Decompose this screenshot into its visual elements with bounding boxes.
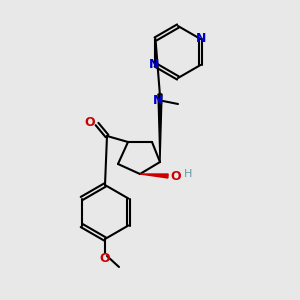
Text: H: H: [184, 169, 192, 179]
Text: O: O: [100, 253, 110, 266]
Text: O: O: [85, 116, 95, 128]
Polygon shape: [140, 174, 168, 178]
Polygon shape: [158, 94, 162, 162]
Text: O: O: [171, 169, 181, 182]
Text: N: N: [196, 32, 207, 46]
Text: N: N: [153, 94, 163, 106]
Text: N: N: [149, 58, 160, 71]
